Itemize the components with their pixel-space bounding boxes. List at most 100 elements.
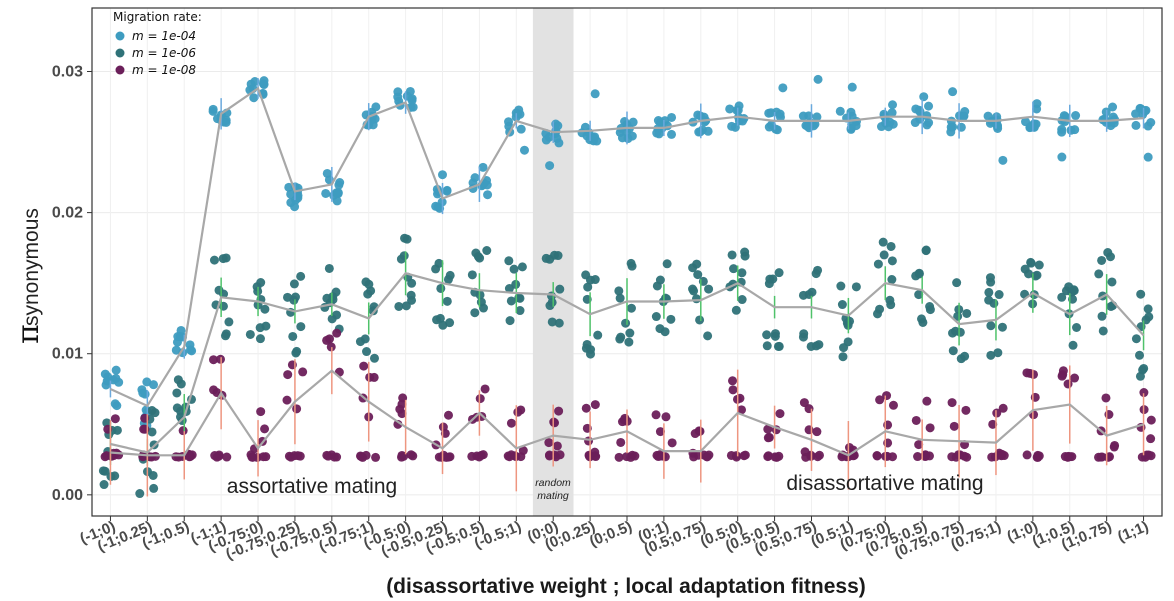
legend-marker-1e-04 bbox=[115, 31, 125, 41]
point-1e-08-28-4 bbox=[1146, 451, 1156, 461]
point-1e-06-1-7 bbox=[150, 408, 160, 418]
point-1e-06-3-4 bbox=[224, 317, 234, 327]
point-1e-06-19-6 bbox=[806, 341, 816, 351]
point-1e-08-6-7 bbox=[326, 342, 336, 352]
point-1e-06-19-9 bbox=[807, 287, 817, 297]
point-1e-06-7-6 bbox=[355, 337, 365, 347]
point-1e-06-22-6 bbox=[916, 314, 926, 324]
point-1e-08-8-7 bbox=[397, 399, 407, 409]
y-axis-title: π synonymous bbox=[11, 208, 46, 344]
point-1e-06-24-6 bbox=[989, 298, 999, 308]
point-1e-08-28-5 bbox=[1146, 415, 1156, 425]
point-1e-08-26-4 bbox=[1063, 452, 1073, 462]
point-1e-06-22-9 bbox=[914, 269, 924, 279]
point-1e-06-5-9 bbox=[290, 292, 300, 302]
point-1e-08-20-7 bbox=[848, 445, 858, 455]
point-1e-08-18-4 bbox=[770, 452, 780, 462]
point-1e-06-3-9 bbox=[214, 285, 224, 295]
point-1e-08-28-8 bbox=[1146, 434, 1156, 444]
point-1e-04-5-3 bbox=[284, 182, 294, 192]
point-1e-06-1-3 bbox=[135, 489, 145, 499]
point-1e-04-22-8 bbox=[915, 107, 925, 117]
y-tick-label-3: 0.03 bbox=[52, 64, 83, 81]
point-1e-06-20-7 bbox=[837, 300, 847, 310]
point-1e-08-22-5 bbox=[922, 396, 932, 406]
point-1e-06-18-9 bbox=[765, 274, 775, 284]
point-1e-06-17-7 bbox=[740, 247, 750, 257]
point-1e-06-19-5 bbox=[814, 340, 824, 350]
point-1e-08-24-5 bbox=[998, 403, 1008, 413]
point-1e-06-22-7 bbox=[914, 290, 924, 300]
point-1e-08-13-9 bbox=[590, 447, 600, 457]
point-1e-06-7-8 bbox=[369, 353, 379, 363]
point-1e-04-15-2 bbox=[667, 112, 677, 122]
point-1e-04-2-8 bbox=[187, 346, 197, 356]
point-1e-08-14-2 bbox=[614, 452, 624, 462]
point-1e-06-24-0 bbox=[986, 350, 996, 360]
point-1e-04-20-7 bbox=[847, 119, 857, 129]
point-1e-06-24-2 bbox=[997, 322, 1007, 332]
point-1e-04-4-9 bbox=[259, 76, 269, 86]
point-1e-04-23-8 bbox=[948, 122, 958, 132]
point-1e-06-16-0 bbox=[703, 331, 713, 341]
point-1e-08-26-9 bbox=[1057, 371, 1067, 381]
point-1e-08-21-8 bbox=[875, 395, 885, 405]
point-1e-06-24-4 bbox=[984, 287, 994, 297]
point-1e-08-15-5 bbox=[667, 438, 677, 448]
point-1e-08-5-4 bbox=[286, 452, 296, 462]
x-tick-label-28: (1;1) bbox=[1115, 518, 1151, 546]
point-1e-06-18-1 bbox=[774, 268, 784, 278]
point-1e-06-27-0 bbox=[1097, 311, 1107, 321]
point-1e-06-26-5 bbox=[1072, 322, 1082, 332]
point-1e-04-14-6 bbox=[628, 117, 638, 127]
point-1e-06-27-1 bbox=[1097, 255, 1107, 265]
point-1e-08-6-6 bbox=[332, 328, 342, 338]
point-1e-06-3-7 bbox=[209, 255, 219, 265]
point-1e-06-11-8 bbox=[506, 296, 516, 306]
point-1e-08-22-4 bbox=[920, 450, 930, 460]
point-1e-08-23-6 bbox=[947, 398, 957, 408]
point-1e-08-21-9 bbox=[888, 400, 898, 410]
point-1e-08-4-4 bbox=[248, 452, 258, 462]
point-1e-04-23-9 bbox=[948, 87, 958, 97]
point-1e-08-7-9 bbox=[365, 372, 375, 382]
point-1e-08-25-9 bbox=[1030, 392, 1040, 402]
point-1e-04-6-7 bbox=[322, 168, 332, 178]
point-1e-06-9-7 bbox=[431, 264, 441, 274]
point-1e-04-19-5 bbox=[802, 121, 812, 131]
point-1e-06-18-6 bbox=[770, 331, 780, 341]
legend-label-1e-08: m = 1e-08 bbox=[132, 63, 196, 77]
point-1e-08-3-6 bbox=[209, 385, 219, 395]
point-1e-06-22-2 bbox=[921, 245, 931, 255]
point-1e-06-7-1 bbox=[363, 289, 373, 299]
point-1e-08-2-5 bbox=[171, 452, 181, 462]
point-1e-04-5-9 bbox=[290, 202, 300, 212]
point-1e-06-1-1 bbox=[149, 483, 159, 493]
point-1e-08-8-1 bbox=[406, 450, 416, 460]
point-1e-04-12-9 bbox=[545, 161, 555, 171]
point-1e-06-10-9 bbox=[475, 253, 485, 263]
point-1e-08-4-6 bbox=[258, 452, 268, 462]
point-1e-04-1-8 bbox=[142, 377, 152, 387]
point-1e-04-3-9 bbox=[221, 117, 231, 127]
point-1e-06-26-1 bbox=[1068, 340, 1078, 350]
point-1e-04-20-2 bbox=[835, 106, 845, 116]
point-1e-04-9-4 bbox=[442, 186, 452, 196]
point-1e-04-26-7 bbox=[1059, 111, 1069, 121]
legend-label-1e-04: m = 1e-04 bbox=[132, 29, 196, 43]
point-1e-04-2-9 bbox=[171, 345, 181, 355]
point-1e-06-20-8 bbox=[836, 281, 846, 291]
point-1e-06-14-8 bbox=[614, 286, 624, 296]
point-1e-04-11-9 bbox=[519, 145, 529, 155]
point-1e-06-6-8 bbox=[328, 295, 338, 305]
legend-title: Migration rate: bbox=[113, 10, 202, 24]
point-1e-04-27-7 bbox=[1106, 121, 1116, 131]
point-1e-04-11-6 bbox=[516, 124, 526, 134]
point-1e-06-11-3 bbox=[515, 306, 525, 316]
point-1e-06-8-8 bbox=[406, 290, 416, 300]
point-1e-06-26-0 bbox=[1057, 292, 1067, 302]
point-1e-08-27-5 bbox=[1101, 393, 1111, 403]
point-1e-08-25-4 bbox=[1034, 451, 1044, 461]
point-1e-08-8-8 bbox=[397, 409, 407, 419]
point-1e-06-27-8 bbox=[1106, 301, 1116, 311]
